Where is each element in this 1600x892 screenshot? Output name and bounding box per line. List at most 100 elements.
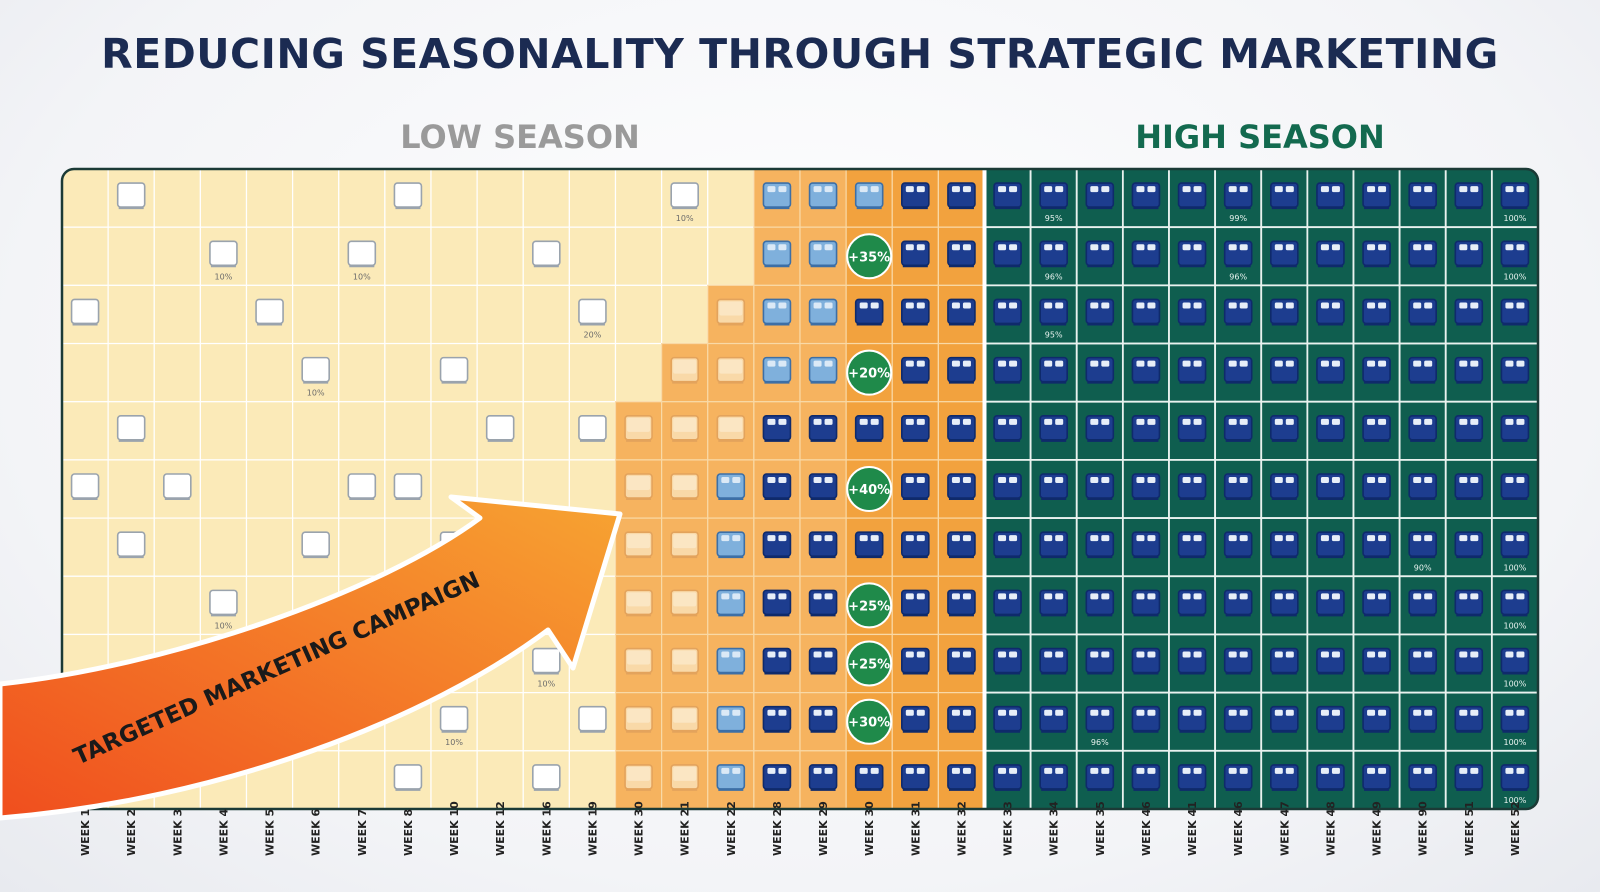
bed-icon	[1177, 647, 1207, 675]
grid-cell	[614, 284, 663, 345]
grid-cell	[430, 226, 478, 286]
bed-icon	[1454, 298, 1484, 326]
growth-badge-label: +35%	[848, 250, 890, 265]
bed-icon	[1270, 705, 1299, 733]
bed-icon	[993, 589, 1022, 617]
week-label: WEEK 10	[448, 801, 461, 856]
bed-icon	[1177, 531, 1207, 559]
bed-icon	[624, 589, 653, 617]
bed-icon	[116, 415, 146, 442]
cell-percent-label: 100%	[1504, 214, 1527, 223]
bed-icon	[947, 240, 976, 268]
bed-icon	[670, 764, 699, 791]
bed-icon	[716, 764, 746, 791]
bed-icon	[947, 356, 976, 384]
bed-icon	[624, 764, 653, 791]
grid-cell	[245, 517, 294, 577]
grid-cell	[937, 226, 986, 286]
grid-cell	[199, 342, 248, 403]
week-label: WEEK 51	[1463, 801, 1476, 856]
bed-icon	[1362, 356, 1391, 384]
bed-icon	[901, 182, 930, 210]
bed-icon	[1408, 531, 1437, 559]
high-season-heading: HIGH SEASON	[1135, 118, 1385, 156]
bed-icon	[993, 182, 1022, 210]
bed-icon	[1362, 764, 1391, 791]
bed-icon	[1223, 473, 1253, 500]
bed-icon	[1223, 705, 1253, 733]
bed-icon	[116, 531, 146, 559]
bed-icon	[762, 182, 792, 210]
bed-icon	[1500, 298, 1530, 326]
bed-icon	[1039, 473, 1068, 500]
grid-cell	[153, 401, 201, 461]
bed-icon	[1408, 240, 1437, 268]
bed-icon	[1085, 647, 1115, 675]
bed-icon	[993, 473, 1022, 500]
grid-cell	[1306, 575, 1355, 636]
bed-icon	[1316, 647, 1345, 675]
bed-icon	[439, 705, 469, 733]
bed-icon	[716, 473, 746, 500]
grid-cell	[338, 750, 386, 809]
grid-cell	[384, 284, 432, 345]
week-label: WEEK 1	[79, 809, 92, 856]
bed-icon	[670, 589, 699, 617]
bed-icon	[1177, 182, 1207, 210]
grid-cell	[107, 459, 155, 519]
week-label: WEEK 33	[1002, 801, 1015, 856]
bed-icon	[1270, 415, 1299, 442]
bed-icon	[1316, 473, 1345, 500]
bed-icon	[1177, 415, 1207, 442]
grid-cell	[707, 169, 755, 228]
bed-icon	[1500, 473, 1530, 500]
bed-icon	[1085, 415, 1115, 442]
grid-cell	[245, 342, 294, 403]
bed-icon	[532, 764, 561, 791]
grid-cell	[522, 169, 570, 228]
bed-icon	[1316, 589, 1345, 617]
grid-cell	[292, 284, 340, 345]
cell-percent-label: 10%	[676, 214, 694, 223]
bed-icon	[1039, 531, 1068, 559]
week-label: WEEK 4	[217, 808, 230, 856]
grid-cell	[292, 459, 340, 519]
bed-icon	[1085, 589, 1115, 617]
bed-icon	[1454, 356, 1484, 384]
grid-cell	[245, 459, 294, 519]
grid-cell	[153, 284, 201, 345]
bed-icon	[393, 182, 423, 210]
growth-badge-label: +25%	[848, 599, 890, 614]
bed-icon	[947, 473, 976, 500]
bed-icon	[1039, 705, 1068, 733]
bed-icon	[1362, 473, 1391, 500]
bed-icon	[163, 473, 192, 500]
bed-icon	[1270, 764, 1299, 791]
page-title: REDUCING SEASONALITY THROUGH STRATEGIC M…	[101, 30, 1499, 78]
bed-icon	[1039, 182, 1068, 210]
bed-icon	[1223, 182, 1253, 210]
bed-icon	[1270, 473, 1299, 500]
bed-icon	[993, 531, 1022, 559]
bed-icon	[1270, 531, 1299, 559]
grid-cell	[292, 401, 340, 461]
bed-icon	[1270, 356, 1299, 384]
grid-cell	[1398, 691, 1447, 752]
week-label: WEEK 7	[356, 809, 369, 856]
bed-icon	[1223, 356, 1253, 384]
bed-icon	[901, 531, 930, 559]
bed-icon	[716, 356, 746, 384]
grid-cell	[430, 401, 478, 461]
bed-icon	[439, 356, 469, 384]
week-label: WEEK 3	[171, 809, 184, 856]
bed-icon	[947, 647, 976, 675]
bed-icon	[762, 589, 792, 617]
bed-icon	[1039, 356, 1068, 384]
bed-icon	[762, 473, 792, 500]
bed-icon	[670, 473, 699, 500]
bed-icon	[854, 764, 884, 791]
growth-badge: +30%	[846, 698, 893, 745]
grid-cell	[753, 750, 801, 809]
bed-icon	[578, 705, 607, 733]
